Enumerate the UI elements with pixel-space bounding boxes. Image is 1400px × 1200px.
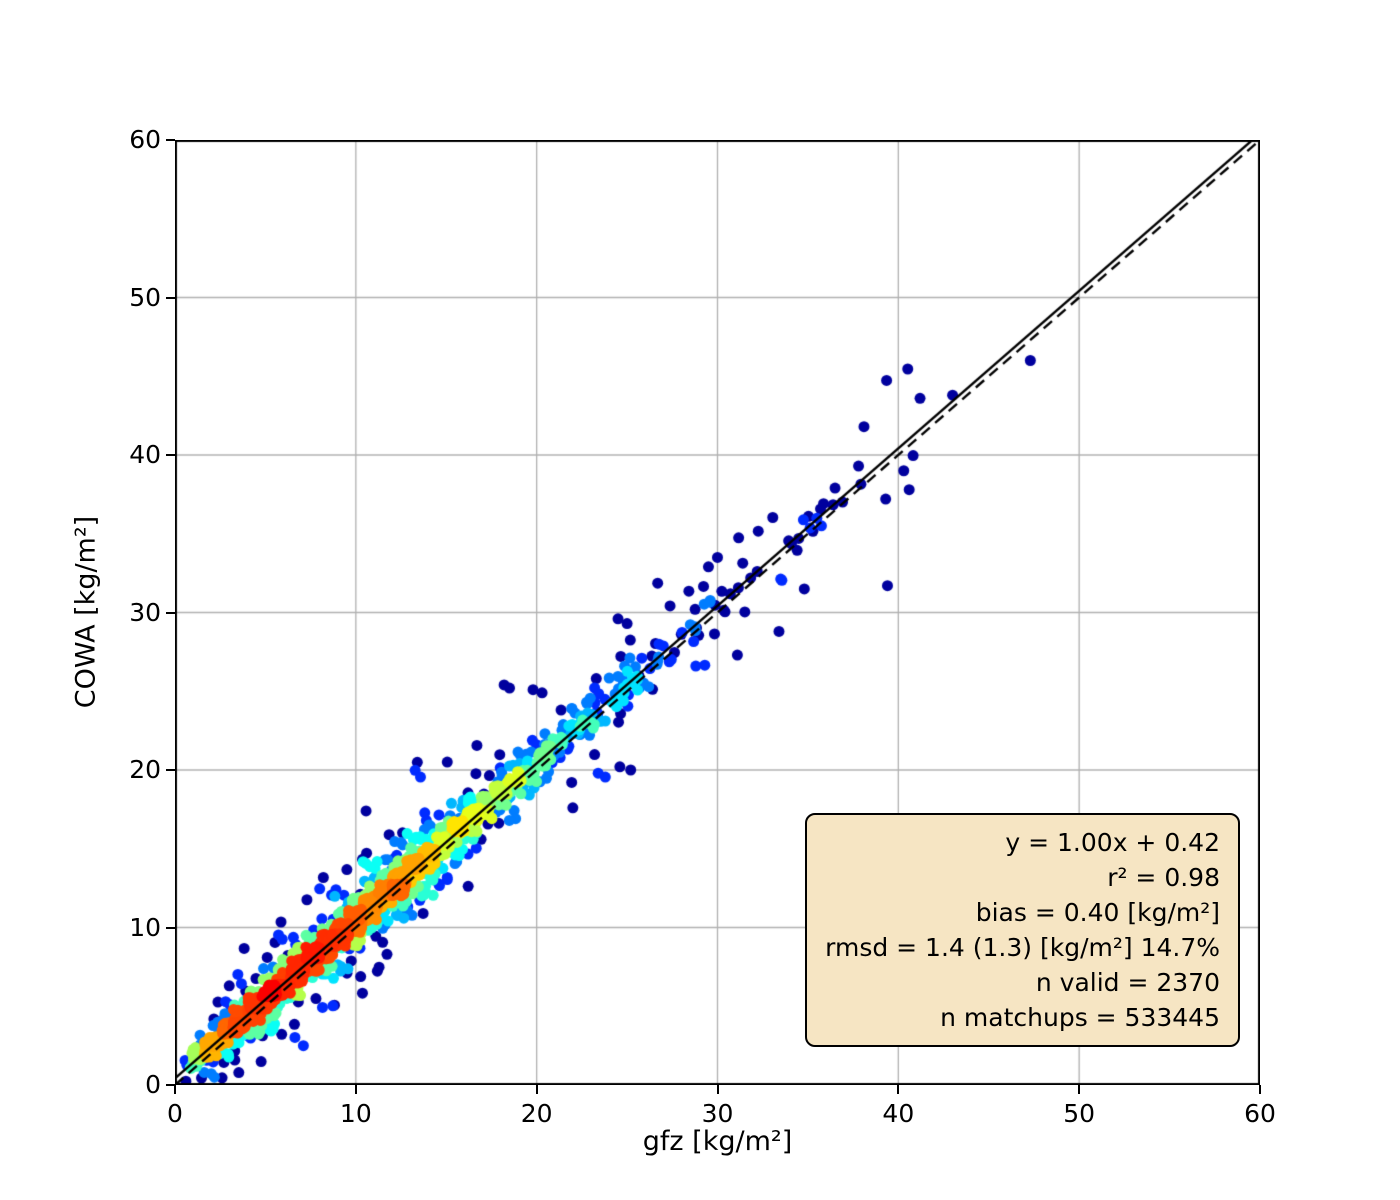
x-tick-label: 50: [1063, 1099, 1096, 1128]
y-tick-label: 30: [129, 597, 161, 627]
x-tick-label: 20: [520, 1099, 553, 1128]
y-tick-mark: [166, 296, 175, 299]
x-tick-mark: [535, 1085, 538, 1094]
y-tick-label: 0: [145, 1070, 161, 1099]
y-tick-mark: [166, 769, 175, 771]
x-tick-mark: [716, 1085, 719, 1094]
y-tick-label: 20: [129, 755, 161, 784]
x-tick-label: 10: [339, 1099, 372, 1128]
stats-line-rmsd: rmsd = 1.4 (1.3) [kg/m²] 14.7%: [825, 933, 1220, 962]
x-tick-mark: [174, 1085, 176, 1094]
x-axis-label: gfz [kg/m²]: [642, 1126, 793, 1157]
x-tick-label: 40: [882, 1099, 915, 1128]
y-tick-label: 60: [129, 125, 161, 154]
stats-line-n-matchups: n matchups = 533445: [940, 1003, 1220, 1032]
y-tick-label: 40: [129, 440, 161, 469]
y-tick-mark: [166, 139, 175, 141]
stats-box: y = 1.00x + 0.42 r² = 0.98 bias = 0.40 […: [805, 813, 1240, 1047]
x-tick-label: 0: [167, 1099, 183, 1128]
stats-line-fit-equation: y = 1.00x + 0.42: [1005, 828, 1220, 857]
y-tick-mark: [166, 611, 175, 614]
y-tick-mark: [166, 1084, 175, 1086]
x-tick-mark: [1078, 1085, 1081, 1094]
x-tick-mark: [354, 1085, 357, 1094]
y-tick-label: 50: [129, 282, 161, 312]
x-tick-mark: [897, 1085, 900, 1094]
stats-line-n-valid: n valid = 2370: [1035, 968, 1220, 997]
stats-line-bias: bias = 0.40 [kg/m²]: [975, 898, 1220, 927]
y-tick-mark: [166, 454, 175, 456]
stats-line-r-squared: r² = 0.98: [1107, 863, 1220, 892]
x-tick-label: 30: [701, 1099, 734, 1128]
x-tick-label: 60: [1244, 1099, 1276, 1128]
y-tick-mark: [166, 926, 175, 929]
y-tick-label: 10: [129, 912, 161, 942]
x-tick-mark: [1259, 1085, 1261, 1094]
